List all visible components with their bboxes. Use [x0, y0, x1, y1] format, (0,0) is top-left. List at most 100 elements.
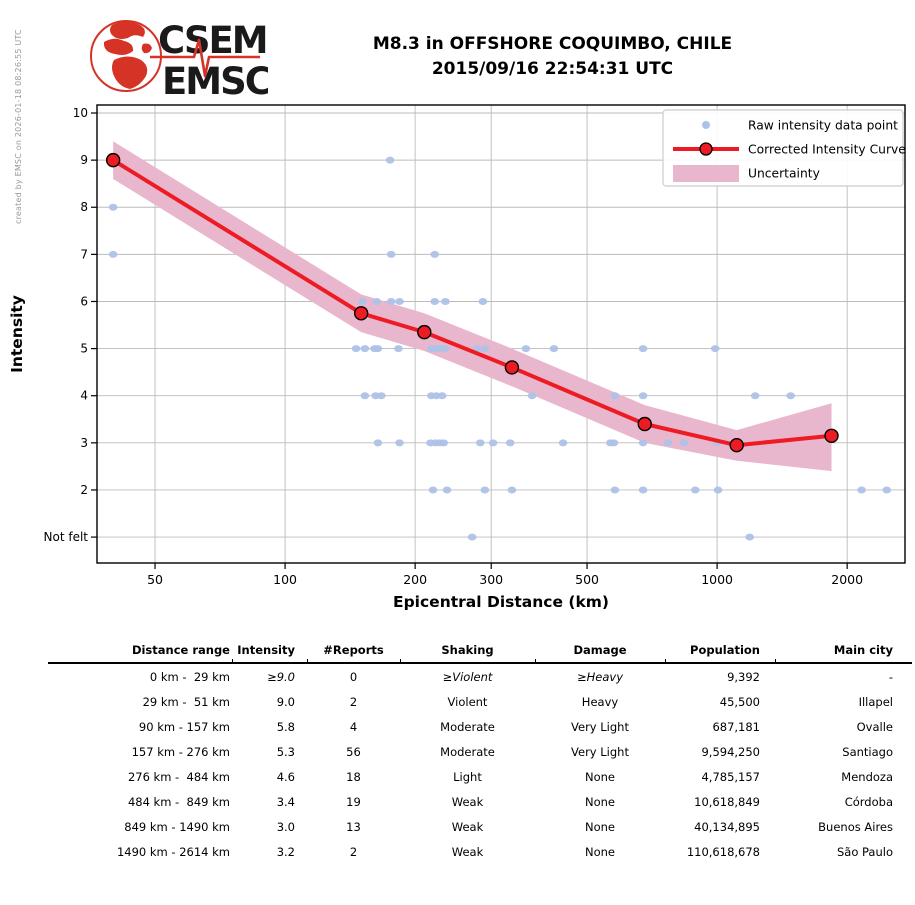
raw-intensity-point: [373, 439, 383, 447]
table-cell: Córdoba: [844, 794, 893, 809]
corrected-curve-marker: [504, 360, 520, 375]
header-underline: [48, 659, 912, 664]
table-cell: 56: [346, 744, 361, 759]
table-cell: Moderate: [440, 719, 495, 734]
table-cell: 5.3: [276, 744, 295, 759]
table-header-cell: Intensity: [237, 643, 295, 657]
table-cell: None: [584, 769, 615, 784]
y-tick-label: 5: [80, 342, 88, 356]
x-tick-label: 300: [479, 572, 503, 587]
legend-label: Raw intensity data point: [748, 119, 898, 133]
raw-intensity-point: [395, 297, 404, 305]
table-cell: Violent: [447, 694, 488, 709]
raw-intensity-point: [638, 439, 648, 447]
y-tick-label: 6: [80, 294, 88, 308]
table-cell: 4.6: [276, 769, 295, 784]
raw-intensity-point: [358, 297, 367, 305]
y-tick-label: 8: [80, 200, 88, 214]
x-tick-label: 2000: [831, 572, 863, 587]
raw-intensity-point: [377, 392, 386, 400]
raw-intensity-point: [108, 203, 118, 211]
table-cell: Buenos Aires: [818, 819, 893, 834]
table-cell: 90 km - 157 km: [138, 719, 230, 734]
table-cell: 110,618,678: [686, 844, 760, 859]
table-cell: 19: [346, 794, 361, 809]
legend-uncertainty-swatch: [673, 165, 739, 182]
raw-intensity-point: [385, 156, 395, 164]
table-cell: None: [584, 844, 615, 859]
table-cell: Heavy: [581, 694, 619, 709]
column-boundary-tick: [232, 659, 233, 664]
table-row: 849 km - 1490 km 3.0 13 Weak None 40,134,895 B…: [48, 814, 912, 839]
raw-intensity-point: [857, 486, 866, 494]
table-cell: Weak: [451, 819, 484, 834]
raw-intensity-point: [609, 439, 619, 447]
table-cell: ≥Heavy: [576, 669, 624, 684]
table-row: 90 km - 157 km 5.8 4 Moderate Very Light 687,…: [48, 714, 912, 739]
table-cell: 9,594,250: [701, 744, 760, 759]
intensity-summary-table: Distance range Intensity #Reports Shaking Da…: [48, 639, 912, 864]
table-header-cell: Population: [690, 643, 760, 657]
table-cell: Mendoza: [841, 769, 893, 784]
table-cell: 0 km - 29 km: [149, 669, 230, 684]
logo-text-csem: CSEM: [158, 19, 267, 62]
table-cell: Ovalle: [856, 719, 893, 734]
table-cell: 157 km - 276 km: [131, 744, 230, 759]
logo-text-emsc: EMSC: [162, 60, 268, 102]
x-tick-label: 1000: [701, 572, 733, 587]
table-cell: 687,181: [712, 719, 760, 734]
table-cell: 4: [349, 719, 358, 734]
table-cell: 45,500: [719, 694, 760, 709]
table-row: 276 km - 484 km 4.6 18 Light None 4,785,157 Me…: [48, 764, 912, 789]
table-cell: 18: [346, 769, 361, 784]
raw-intensity-point: [710, 345, 720, 353]
table-cell: 849 km - 1490 km: [124, 819, 230, 834]
table-cell: 9,392: [727, 669, 760, 684]
column-boundary-tick: [535, 659, 536, 664]
table-cell: 276 km - 484 km: [127, 769, 230, 784]
y-tick-label: 10: [73, 106, 88, 120]
table-cell: Weak: [451, 794, 484, 809]
page-title: M8.3 in OFFSHORE COQUIMBO, CHILE 2015/09…: [250, 32, 855, 82]
raw-intensity-point: [786, 392, 795, 400]
raw-intensity-point: [386, 297, 396, 305]
column-boundary-tick: [665, 659, 666, 664]
table-cell: Very Light: [571, 744, 629, 759]
legend-raw-point-swatch: [702, 121, 710, 129]
plot-border: [96, 104, 906, 564]
emsc-logo: CSEM EMSC: [90, 19, 268, 102]
raw-intensity-point: [507, 486, 517, 494]
title-event: M8.3 in OFFSHORE COQUIMBO, CHILE: [372, 34, 733, 54]
table-cell: Light: [453, 769, 482, 784]
corrected-curve-marker: [417, 324, 432, 340]
table-cell: 3.4: [276, 794, 295, 809]
raw-intensity-point: [442, 486, 452, 494]
table-header-cell: Damage: [573, 643, 627, 657]
title-datetime: 2015/09/16 22:54:31 UTC: [431, 59, 674, 79]
x-axis-title: Epicentral Distance (km): [393, 593, 609, 611]
x-tick-label: 200: [403, 572, 427, 587]
table-cell: None: [584, 819, 615, 834]
raw-intensity-point: [610, 486, 620, 494]
globe-icon: [90, 20, 162, 92]
table-header-cell: Distance range: [131, 643, 230, 657]
raw-intensity-point: [549, 345, 559, 353]
raw-intensity-point: [750, 392, 760, 400]
corrected-curve-marker: [353, 306, 369, 321]
raw-intensity-point: [386, 250, 396, 258]
table-cell: -: [888, 669, 893, 684]
raw-intensity-point: [745, 533, 755, 541]
raw-intensity-point: [360, 392, 370, 400]
raw-intensity-point: [437, 392, 447, 400]
raw-intensity-point: [475, 439, 485, 447]
raw-intensity-point: [430, 297, 440, 305]
intensity-distance-chart: 10 9 8 7 6 5 4 3 2 Not felt 50 100 200 300 500 1000 2000…: [8, 104, 906, 611]
table-header-cell: Main city: [833, 643, 893, 657]
raw-intensity-point: [467, 533, 477, 541]
table-cell: 1490 km - 2614 km: [116, 844, 230, 859]
raw-intensity-point: [480, 486, 490, 494]
raw-intensity-point: [638, 345, 648, 353]
raw-intensity-point: [441, 297, 450, 305]
x-tick-label: 500: [575, 572, 599, 587]
table-row: 29 km - 51 km 9.0 2 Violent Heavy 45,500 Illap…: [48, 689, 912, 714]
